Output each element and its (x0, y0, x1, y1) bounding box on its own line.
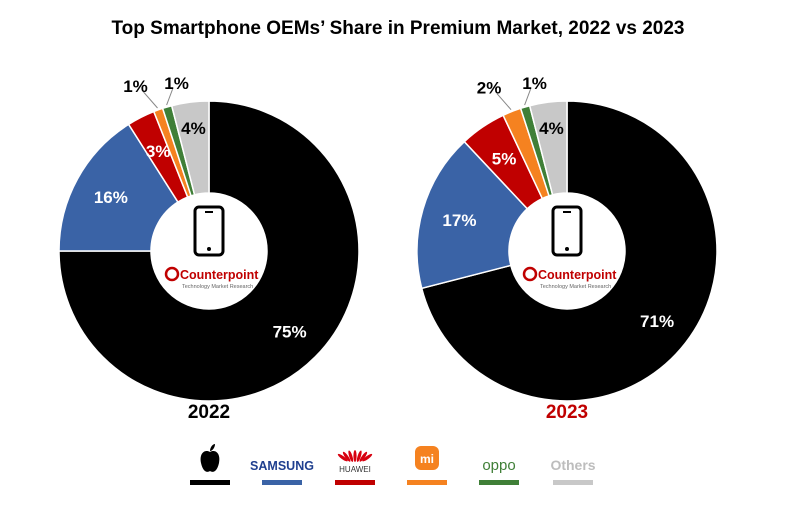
legend-item-others: Others (550, 457, 596, 485)
counterpoint-tagline: Technology Market Research (540, 284, 611, 290)
slice-apple-2023 (420, 100, 718, 402)
legend-swatch-huawei (335, 480, 375, 485)
legend-label-samsung: SAMSUNG (250, 459, 314, 473)
legend-swatch-apple (190, 480, 230, 485)
counterpoint-brand: Counterpoint (180, 268, 259, 282)
legend-item-huawei: HUAWEI (335, 450, 375, 485)
counterpoint-logo: Counterpoint Technology Market Research (164, 266, 259, 290)
legend-item-oppo: oppo (479, 457, 519, 485)
smartphone-icon (193, 205, 225, 257)
leader-line-xiaomi-2022 (143, 91, 158, 109)
legend-swatch-samsung (262, 480, 302, 485)
data-label-xiaomi-2023: 2% (477, 79, 502, 98)
legend: SAMSUNG HUAWEI mi oppo Others (190, 444, 596, 485)
slice-samsung-2023 (416, 140, 529, 290)
smartphone-icon (551, 205, 583, 257)
data-label-oppo-2022: 1% (164, 74, 189, 93)
xiaomi-logo-icon: mi (415, 446, 439, 470)
donut-chart-2022: 75% 16% 3% 1% 1% 4% Counterpoint Technology Mar… (58, 74, 360, 423)
counterpoint-brand: Counterpoint (538, 268, 617, 282)
legend-swatch-others (553, 480, 593, 485)
slice-apple-2022 (58, 100, 360, 402)
huawei-logo-icon (337, 450, 373, 462)
legend-item-mi: mi (407, 446, 447, 485)
donut-chart-2023: 71% 17% 5% 2% 1% 4% Counterpoint Technology Mar… (416, 74, 718, 423)
chart-title: Top Smartphone OEMs’ Share in Premium Ma… (111, 18, 685, 39)
data-label-others-2022: 4% (181, 119, 206, 138)
data-label-apple-2022: 75% (273, 323, 307, 342)
legend-label-oppo: oppo (482, 457, 515, 474)
data-label-apple-2023: 71% (640, 312, 674, 331)
year-label-2022: 2022 (188, 402, 230, 423)
counterpoint-logo: Counterpoint Technology Market Research (522, 266, 617, 290)
legend-item-samsung: SAMSUNG (250, 459, 314, 485)
legend-label-huawei: HUAWEI (339, 465, 371, 474)
data-label-samsung-2022: 16% (94, 188, 128, 207)
slice-others-2022 (170, 100, 210, 196)
slice-others-2023 (528, 100, 568, 196)
data-label-huawei-2022: 3% (146, 142, 171, 161)
legend-swatch-oppo (479, 480, 519, 485)
data-label-others-2023: 4% (539, 119, 564, 138)
leader-line-xiaomi-2023 (496, 93, 512, 111)
legend-item-apple (190, 444, 230, 485)
counterpoint-tagline: Technology Market Research (182, 284, 253, 290)
leader-line-oppo-2023 (524, 88, 532, 106)
leader-line-oppo-2022 (166, 88, 174, 106)
legend-label-others: Others (550, 457, 595, 473)
data-label-huawei-2023: 5% (492, 149, 517, 168)
data-label-oppo-2023: 1% (522, 74, 547, 93)
year-label-2023: 2023 (546, 402, 588, 423)
legend-swatch-mi (407, 480, 447, 485)
data-label-samsung-2023: 17% (442, 211, 476, 230)
legend-label-xiaomi: mi (420, 452, 434, 466)
data-label-xiaomi-2022: 1% (123, 77, 148, 96)
apple-logo-icon (200, 444, 220, 472)
